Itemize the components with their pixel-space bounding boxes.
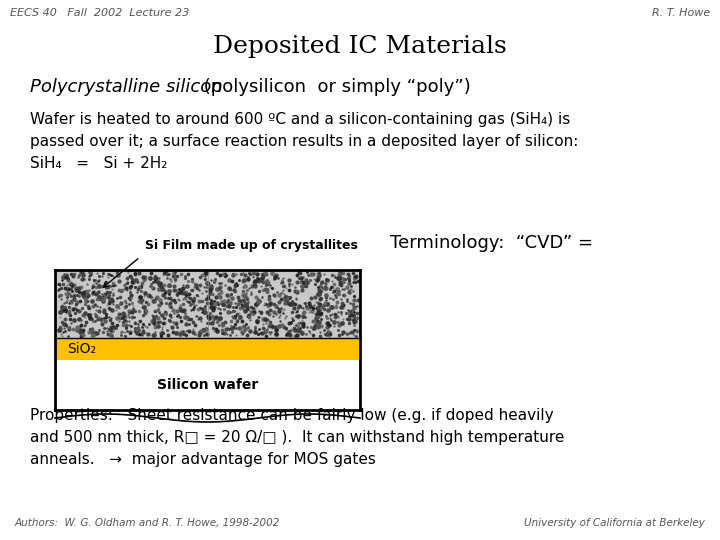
Text: Terminology:  “CVD” =: Terminology: “CVD” = bbox=[390, 234, 593, 252]
Text: anneals.   →  major advantage for MOS gates: anneals. → major advantage for MOS gates bbox=[30, 452, 376, 467]
Text: Si Film made up of crystallites: Si Film made up of crystallites bbox=[145, 239, 358, 252]
Text: Authors:  W. G. Oldham and R. T. Howe, 1998-2002: Authors: W. G. Oldham and R. T. Howe, 19… bbox=[15, 518, 280, 528]
Text: SiH₄   =   Si + 2H₂: SiH₄ = Si + 2H₂ bbox=[30, 156, 167, 171]
Text: University of California at Berkeley: University of California at Berkeley bbox=[524, 518, 705, 528]
Bar bbox=[55, 360, 360, 410]
Text: Wafer is heated to around 600 ºC and a silicon-containing gas (SiH₄) is: Wafer is heated to around 600 ºC and a s… bbox=[30, 112, 570, 127]
Text: Deposited IC Materials: Deposited IC Materials bbox=[213, 35, 507, 58]
Bar bbox=[55, 338, 360, 360]
Bar bbox=[55, 270, 360, 338]
Text: Polycrystalline silicon: Polycrystalline silicon bbox=[30, 78, 222, 96]
Text: EECS 40   Fall  2002  Lecture 23: EECS 40 Fall 2002 Lecture 23 bbox=[10, 8, 189, 18]
Text: R. T. Howe: R. T. Howe bbox=[652, 8, 710, 18]
Text: (polysilicon  or simply “poly”): (polysilicon or simply “poly”) bbox=[198, 78, 471, 96]
Text: passed over it; a surface reaction results in a deposited layer of silicon:: passed over it; a surface reaction resul… bbox=[30, 134, 578, 149]
Text: Properties:   Sheet resistance can be fairly low (e.g. if doped heavily: Properties: Sheet resistance can be fair… bbox=[30, 408, 554, 423]
Text: Silicon wafer: Silicon wafer bbox=[157, 378, 258, 392]
Text: SiO₂: SiO₂ bbox=[67, 342, 96, 356]
Text: and 500 nm thick, R□ = 20 Ω/□ ).  It can withstand high temperature: and 500 nm thick, R□ = 20 Ω/□ ). It can … bbox=[30, 430, 564, 445]
